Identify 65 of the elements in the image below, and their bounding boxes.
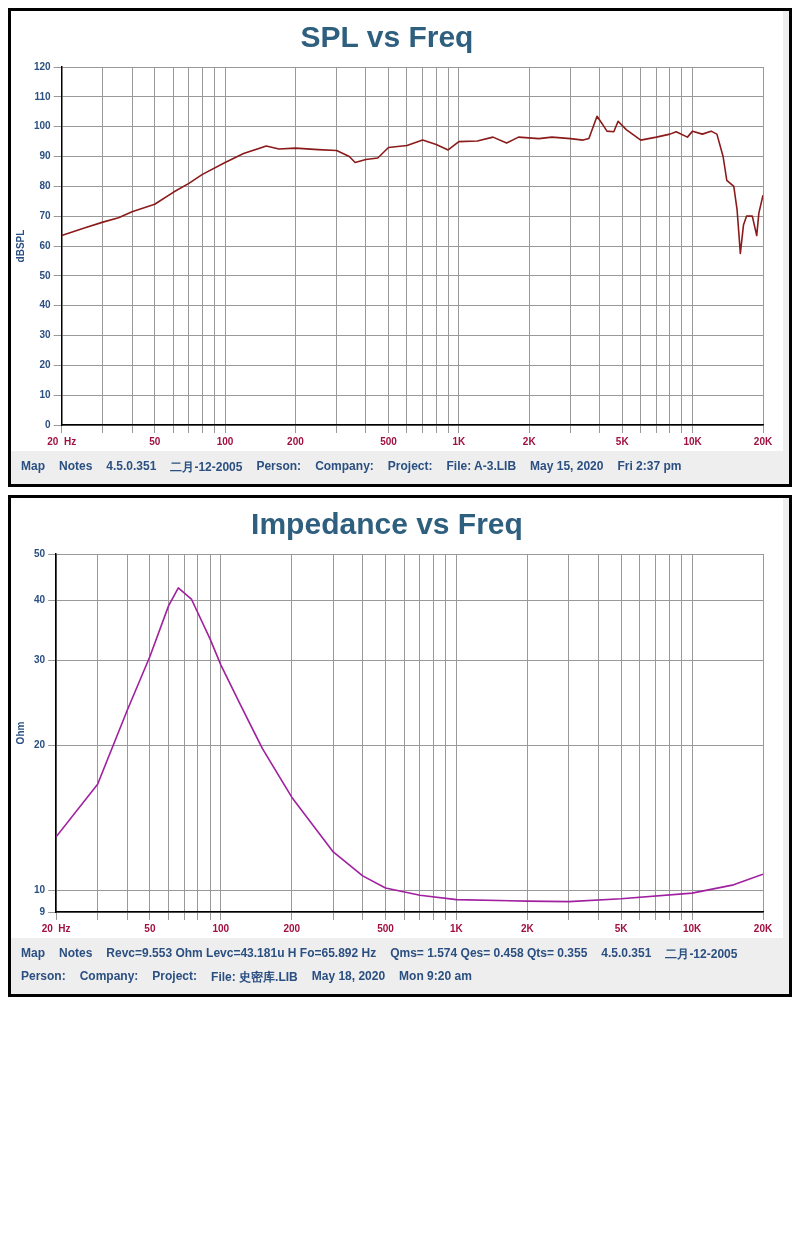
text: Project: xyxy=(387,459,433,475)
text: Revc=9.553 Ohm Levc=43.181u H Fo=65.892 Hz xyxy=(106,946,377,962)
y-tick-label: 120 xyxy=(34,60,52,72)
y-tick-label: 110 xyxy=(34,90,52,102)
text: Qms= 1.574 Qes= 0.458 Qts= 0.355 xyxy=(390,946,588,962)
text: Company: xyxy=(79,969,139,985)
text: Notes xyxy=(59,946,93,962)
x-tick-label: 500 xyxy=(380,435,398,447)
text: Map xyxy=(21,946,45,962)
x-tick-label: 50 xyxy=(149,435,161,447)
y-tick-label: 20 xyxy=(39,359,52,371)
x-tick-label: 5K xyxy=(615,435,630,447)
text: File: 史密库.LIB xyxy=(211,969,298,986)
y-tick-label: 10 xyxy=(34,883,46,895)
y-tick-label: 40 xyxy=(34,594,46,606)
y-tick-label: 20 xyxy=(34,739,46,751)
text: Person: xyxy=(21,969,66,985)
x-tick-label: 500 xyxy=(377,922,395,934)
y-tick-label: 90 xyxy=(39,150,52,162)
y-tick-label: 60 xyxy=(39,239,52,251)
x-tick-label: 10K xyxy=(683,435,703,447)
y-tick-label: 40 xyxy=(39,299,52,311)
y-tick-label: 10 xyxy=(39,388,52,400)
y-axis-title: dBSPL xyxy=(14,229,26,263)
x-tick-label: 100 xyxy=(216,435,234,447)
text: 二月-12-2005 xyxy=(170,459,243,476)
x-tick-label: 1K xyxy=(450,922,464,934)
text: 4.5.0.351 xyxy=(601,946,652,962)
y-axis-title: Ohm xyxy=(14,721,26,745)
x-tick-label: 2K xyxy=(520,922,535,934)
text: Project: xyxy=(152,969,198,985)
y-tick-label: 30 xyxy=(34,654,46,666)
y-tick-label: 70 xyxy=(39,209,52,221)
x-tick-label: 50 xyxy=(144,922,156,934)
x-tick-label: 20 Hz xyxy=(47,435,77,447)
x-tick-label: 20K xyxy=(753,435,773,447)
y-tick-label: 0 xyxy=(45,418,52,430)
text: Notes xyxy=(59,459,93,475)
y-tick-label: 80 xyxy=(39,180,52,192)
text: Fri 2:37 pm xyxy=(617,459,682,475)
y-tick-label: 100 xyxy=(34,120,52,132)
text: File: A-3.LIB xyxy=(446,459,517,475)
x-tick-label: 200 xyxy=(283,922,301,934)
text: Map xyxy=(21,459,45,475)
y-tick-label: 50 xyxy=(39,269,52,281)
text: May 18, 2020 xyxy=(311,969,386,985)
x-tick-label: 10K xyxy=(682,922,703,934)
text: 4.5.0.351 xyxy=(106,459,157,475)
x-tick-label: 5K xyxy=(614,922,629,934)
chart-title: Impedance vs Freq xyxy=(251,507,523,541)
text: Mon 9:20 am xyxy=(399,969,472,985)
y-tick-label: 50 xyxy=(34,547,46,559)
x-tick-label: 2K xyxy=(522,435,537,447)
text: 二月-12-2005 xyxy=(665,946,738,963)
text: Company: xyxy=(315,459,374,475)
y-tick-label: 9 xyxy=(39,905,46,917)
x-tick-label: 1K xyxy=(452,435,467,447)
chart-title: SPL vs Freq xyxy=(300,20,474,54)
x-tick-label: 20K xyxy=(753,922,773,934)
x-tick-label: 20 Hz xyxy=(41,922,71,934)
text: May 15, 2020 xyxy=(530,459,604,475)
x-tick-label: 200 xyxy=(287,435,305,447)
text: Person: xyxy=(256,459,302,475)
x-tick-label: 100 xyxy=(212,922,230,934)
y-tick-label: 30 xyxy=(39,329,52,341)
